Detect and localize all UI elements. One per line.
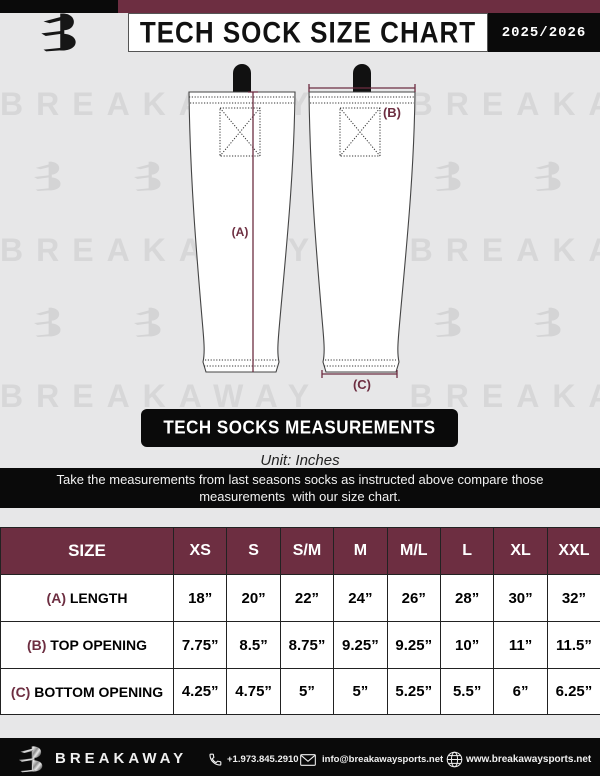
svg-text:(B): (B) [383, 105, 401, 120]
svg-text:(C): (C) [353, 377, 371, 392]
svg-text:(A): (A) [232, 225, 249, 239]
